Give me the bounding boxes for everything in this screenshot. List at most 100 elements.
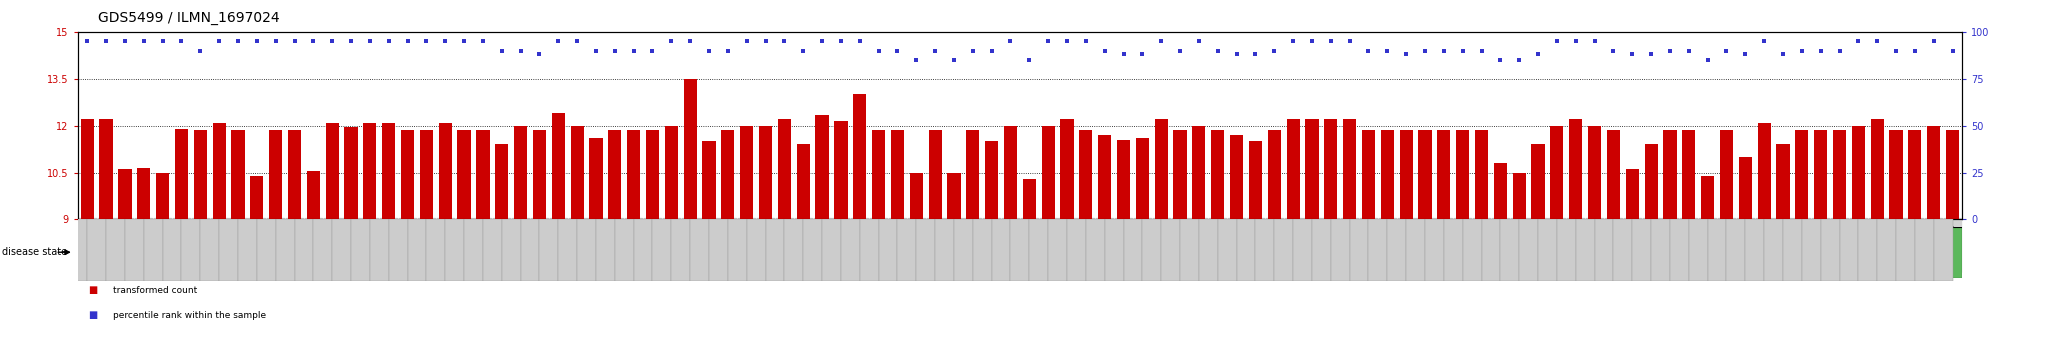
Bar [766,219,784,281]
Bar [389,219,408,281]
Bar [1815,130,1827,219]
Bar [1810,227,1962,278]
Bar [1896,219,1915,281]
Point [109,38,141,44]
Bar [119,170,131,219]
Bar [465,219,483,281]
Bar [1438,130,1450,219]
Bar [1444,219,1462,281]
Bar [496,144,508,219]
Text: scleroderma-associated pulmonary arterial hypertension: scleroderma-associated pulmonary arteria… [1182,248,1423,257]
Point [1163,48,1196,53]
Bar [1626,170,1638,219]
Bar [739,126,754,219]
Bar [1890,130,1903,219]
Point [1485,57,1518,63]
Bar [1915,219,1933,281]
Bar [420,130,432,219]
Point [260,38,293,44]
Point [145,38,178,44]
Bar [473,227,1038,278]
Bar [1763,219,1784,281]
Bar [1116,140,1130,219]
Point [90,38,123,44]
Point [825,38,858,44]
Point [1239,52,1272,57]
Bar [362,122,377,219]
Bar [1513,172,1526,219]
Bar [1174,130,1186,219]
Bar [438,122,453,219]
Bar [551,113,565,219]
Point [844,38,877,44]
Bar [1720,130,1733,219]
Point [391,38,424,44]
Point [956,48,989,53]
Point [750,38,782,44]
Bar [514,126,526,219]
Point [1087,48,1120,53]
Point [1710,48,1743,53]
Bar [1098,135,1112,219]
Bar [1567,227,1810,278]
Point [731,38,764,44]
Bar [1255,219,1274,281]
Bar [1726,219,1745,281]
Point [522,52,555,57]
Bar [1268,130,1280,219]
Bar [672,219,690,281]
Point [692,48,725,53]
Text: transformed count: transformed count [113,286,197,295]
Bar [502,219,520,281]
Bar [307,171,319,219]
Bar [1362,130,1374,219]
Bar [1669,219,1690,281]
Bar [1878,219,1896,281]
Bar [1663,130,1677,219]
Bar [1061,119,1073,219]
Bar [68,219,88,281]
Bar [821,219,842,281]
Point [467,38,500,44]
Bar [1690,219,1708,281]
Point [315,38,348,44]
Bar [633,219,653,281]
Bar [1833,130,1845,219]
Bar [268,130,283,219]
Text: percentile rank within the sample: percentile rank within the sample [113,310,266,320]
Bar [778,119,791,219]
Bar [973,219,991,281]
Bar [578,219,596,281]
Point [1673,48,1706,53]
Point [1522,52,1554,57]
Bar [1042,126,1055,219]
Bar [1210,130,1225,219]
Bar [332,219,350,281]
Point [334,38,367,44]
Point [1257,48,1290,53]
Bar [1350,219,1368,281]
Bar [1933,219,1952,281]
Bar [1614,219,1632,281]
Bar [1595,219,1614,281]
Bar [1784,219,1802,281]
Point [1729,52,1761,57]
Point [1108,52,1141,57]
Bar [125,219,143,281]
Bar [1681,130,1696,219]
Bar [690,219,709,281]
Point [786,48,819,53]
Point [1616,52,1649,57]
Bar [872,130,885,219]
Bar [1305,119,1319,219]
Bar [137,168,150,219]
Point [72,38,104,44]
Point [805,38,838,44]
Bar [213,122,225,219]
Point [1126,52,1159,57]
Point [221,38,254,44]
Bar [1407,219,1425,281]
Bar [1821,219,1839,281]
Point [1051,38,1083,44]
Bar [238,219,256,281]
